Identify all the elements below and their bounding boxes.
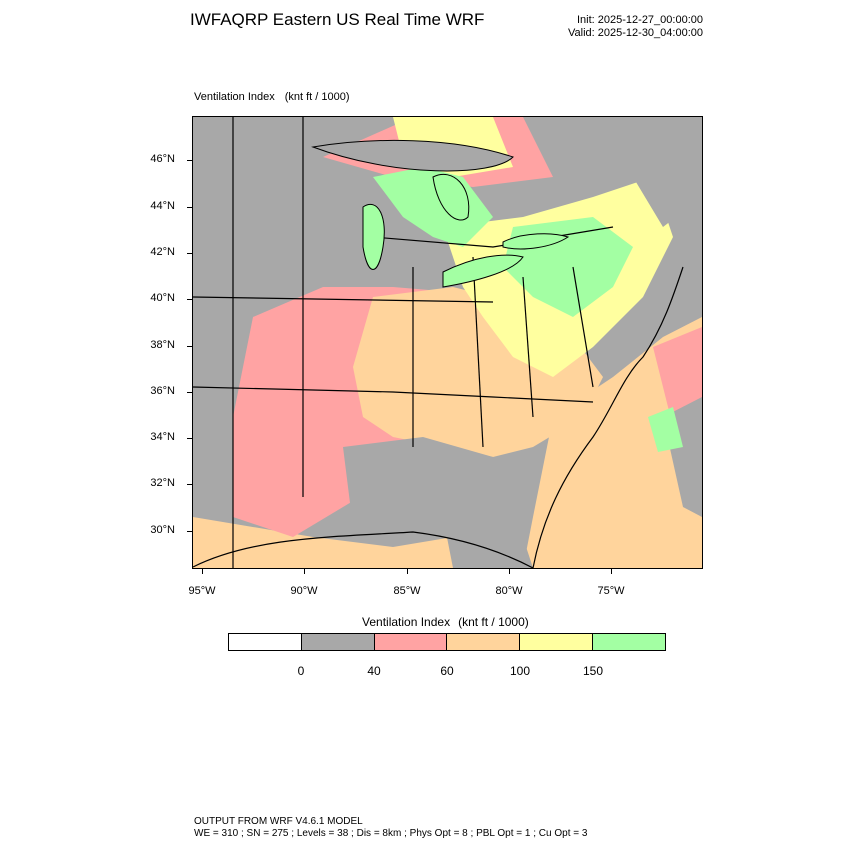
lat-label-46: 46°N xyxy=(150,153,175,165)
lat-tick xyxy=(187,392,192,393)
colorbar-box-3 xyxy=(447,634,521,650)
atlantic-ocean-region xyxy=(523,317,702,568)
lat-label-30: 30°N xyxy=(150,524,175,536)
map-panel xyxy=(192,116,703,569)
state-boundaries xyxy=(193,117,684,568)
lat-label-40: 40°N xyxy=(150,292,175,304)
colorbar-label-40: 40 xyxy=(367,664,381,678)
offshore-pink-region xyxy=(653,327,702,427)
lon-tick xyxy=(611,569,612,574)
field-name: Ventilation Index xyxy=(194,91,275,103)
lat-tick xyxy=(187,160,192,161)
colorbar-label-60: 60 xyxy=(440,664,454,678)
lat-label-38: 38°N xyxy=(150,339,175,351)
colorbar-field-name: Ventilation Index xyxy=(362,615,451,629)
lon-tick xyxy=(202,569,203,574)
colorbar-box-5 xyxy=(593,634,665,650)
lat-tick xyxy=(187,299,192,300)
colorbar-title: Ventilation Index (knt ft / 1000) xyxy=(362,615,529,629)
gulf-region xyxy=(193,517,493,568)
colorbar xyxy=(228,633,666,651)
lat-tick xyxy=(187,346,192,347)
lat-label-36: 36°N xyxy=(150,385,175,397)
field-unit: (knt ft / 1000) xyxy=(284,91,350,103)
lon-label-90: 90°W xyxy=(290,585,318,597)
figure-title: IWFAQRP Eastern US Real Time WRF xyxy=(190,10,485,29)
colorbar-label-0: 0 xyxy=(297,664,305,678)
lat-tick xyxy=(187,207,192,208)
lon-tick xyxy=(509,569,510,574)
map-graphic xyxy=(193,117,702,568)
footer-config: WE = 310 ; SN = 275 ; Levels = 38 ; Dis … xyxy=(194,828,588,839)
colorbar-unit: (knt ft / 1000) xyxy=(458,615,529,629)
init-time: Init: 2025-12-27_00:00:00 xyxy=(577,14,703,26)
colorbar-label-100: 100 xyxy=(509,664,531,678)
lon-tick xyxy=(304,569,305,574)
lat-label-32: 32°N xyxy=(150,477,175,489)
southeast-gray-region xyxy=(343,437,513,537)
lon-label-95: 95°W xyxy=(188,585,216,597)
colorbar-box-2 xyxy=(374,634,448,650)
colorbar-box-0 xyxy=(229,634,302,650)
maine-gray-region xyxy=(613,117,702,227)
colorbar-box-4 xyxy=(520,634,594,650)
map-field-title: Ventilation Index (knt ft / 1000) xyxy=(194,91,350,103)
lat-label-34: 34°N xyxy=(150,431,175,443)
lat-tick xyxy=(187,531,192,532)
lat-tick xyxy=(187,438,192,439)
lon-label-85: 85°W xyxy=(393,585,421,597)
lon-label-75: 75°W xyxy=(597,585,625,597)
lat-label-42: 42°N xyxy=(150,246,175,258)
offshore-green-region xyxy=(648,407,683,452)
valid-time: Valid: 2025-12-30_04:00:00 xyxy=(568,27,703,39)
western-gray-region xyxy=(193,117,323,417)
colorbar-box-1 xyxy=(301,634,375,650)
colorbar-label-150: 150 xyxy=(582,664,604,678)
lat-tick xyxy=(187,253,192,254)
lake-superior xyxy=(311,139,514,172)
lat-label-44: 44°N xyxy=(150,200,175,212)
great-lakes xyxy=(362,173,570,288)
lon-label-80: 80°W xyxy=(495,585,523,597)
lon-tick xyxy=(407,569,408,574)
florida-gray-region xyxy=(443,507,533,568)
lat-tick xyxy=(187,484,192,485)
footer-model: OUTPUT FROM WRF V4.6.1 MODEL xyxy=(194,816,363,827)
